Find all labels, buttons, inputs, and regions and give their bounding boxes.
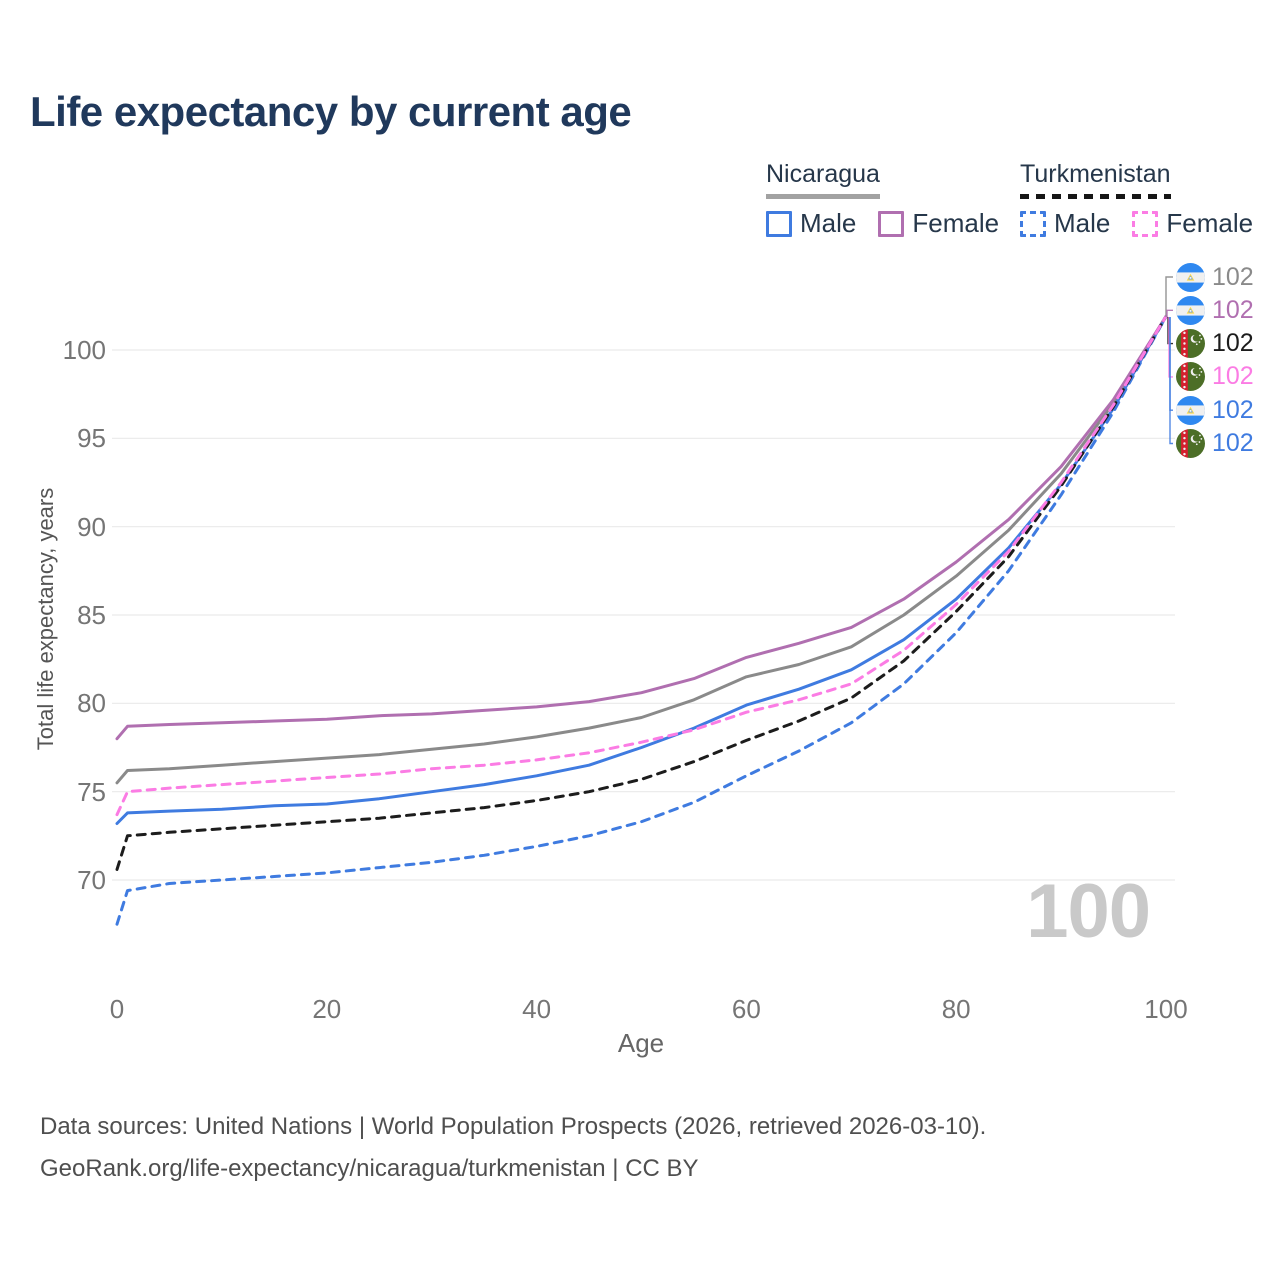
attribution-text: GeoRank.org/life-expectancy/nicaragua/tu… xyxy=(40,1155,699,1182)
legend-item-label: Male xyxy=(800,208,857,238)
legend-item-turkmenistan-male[interactable]: Male xyxy=(1020,208,1110,239)
y-tick-label-85: 85 xyxy=(77,600,106,630)
legend-group-turkmenistan: Turkmenistan Male Female xyxy=(1020,160,1253,239)
x-tick-label-60: 60 xyxy=(731,994,761,1024)
nicaragua-flag-icon xyxy=(1176,295,1205,325)
data-sources-text: Data sources: United Nations | World Pop… xyxy=(40,1113,987,1140)
leader-line-turkmenistan-male xyxy=(1169,317,1173,445)
leader-line-nicaragua-female xyxy=(1166,309,1173,317)
legend-header-turkmenistan[interactable]: Turkmenistan xyxy=(1020,160,1171,199)
x-tick-label-0: 0 xyxy=(109,994,125,1024)
end-label-turkmenistan-female[interactable]: 102 xyxy=(1176,360,1254,393)
y-tick-label-90: 90 xyxy=(77,511,106,542)
turkmenistan-flag-icon xyxy=(1176,362,1205,392)
nicaragua-flag-icon xyxy=(1176,262,1205,292)
x-tick-label-80: 80 xyxy=(941,994,971,1024)
x-tick-label-100: 100 xyxy=(1144,994,1188,1024)
legend-title-nicaragua: Nicaragua xyxy=(766,160,880,188)
male-swatch-icon xyxy=(766,210,792,237)
y-tick-label-95: 95 xyxy=(77,423,106,454)
series-line-turkmenistan-female[interactable] xyxy=(115,314,1168,817)
female-swatch-icon xyxy=(878,210,905,237)
nicaragua-flag-icon xyxy=(1176,395,1205,425)
end-label-value: 102 xyxy=(1212,429,1254,457)
legend-item-label: Female xyxy=(912,208,1000,238)
dashed-line-sample xyxy=(1020,194,1171,199)
legend-header-nicaragua[interactable]: Nicaragua xyxy=(766,160,880,199)
leader-line-nicaragua-both-sexes xyxy=(1165,276,1173,317)
end-label-turkmenistan-both-sexes[interactable]: 102 xyxy=(1176,327,1254,360)
end-label-nicaragua-male[interactable]: 102 xyxy=(1176,394,1254,427)
x-tick-label-40: 40 xyxy=(522,994,552,1024)
end-label-value: 102 xyxy=(1212,262,1254,291)
hover-age-watermark: 100 xyxy=(1026,869,1151,954)
solid-line-sample xyxy=(766,194,880,199)
legend-item-label: Female xyxy=(1166,208,1254,238)
leader-line-turkmenistan-female xyxy=(1168,317,1173,378)
y-tick-label-80: 80 xyxy=(77,688,106,719)
footer: Data sources: United Nations | World Pop… xyxy=(40,1106,986,1190)
x-tick-label-20: 20 xyxy=(312,994,342,1024)
leader-line-turkmenistan-both-sexes xyxy=(1167,317,1173,345)
series-line-turkmenistan-both-sexes[interactable] xyxy=(115,314,1168,871)
series-line-nicaragua-male[interactable] xyxy=(115,314,1168,825)
page-title: Life expectancy by current age xyxy=(30,88,632,135)
end-label-nicaragua-both-sexes[interactable]: 102 xyxy=(1176,261,1254,294)
y-tick-label-100: 100 xyxy=(62,335,106,365)
y-tick-label-70: 70 xyxy=(77,865,106,895)
end-label-value: 102 xyxy=(1212,329,1254,358)
male-dashed-swatch-icon xyxy=(1020,210,1046,237)
end-label-nicaragua-female[interactable]: 102 xyxy=(1176,294,1254,327)
series-line-turkmenistan-male[interactable] xyxy=(115,314,1168,926)
legend-group-nicaragua: Nicaragua Male Female xyxy=(766,160,999,239)
female-dashed-swatch-icon xyxy=(1132,210,1159,237)
legend-item-nicaragua-male[interactable]: Male xyxy=(766,208,856,239)
end-label-turkmenistan-male[interactable]: 102 xyxy=(1176,427,1254,460)
legend-item-nicaragua-female[interactable]: Female xyxy=(878,208,999,239)
end-label-value: 102 xyxy=(1212,395,1254,424)
end-label-value: 102 xyxy=(1212,295,1254,324)
turkmenistan-flag-icon xyxy=(1176,329,1205,359)
series-line-nicaragua-female[interactable] xyxy=(115,314,1168,741)
legend-title-turkmenistan: Turkmenistan xyxy=(1020,160,1171,188)
series-line-nicaragua-both-sexes[interactable] xyxy=(115,314,1168,785)
legend-item-label: Male xyxy=(1054,208,1111,238)
legend-item-turkmenistan-female[interactable]: Female xyxy=(1132,208,1253,239)
x-axis-title: Age xyxy=(617,1028,665,1058)
y-tick-label-75: 75 xyxy=(77,776,106,807)
turkmenistan-flag-icon xyxy=(1176,429,1205,458)
end-label-value: 102 xyxy=(1212,362,1254,391)
